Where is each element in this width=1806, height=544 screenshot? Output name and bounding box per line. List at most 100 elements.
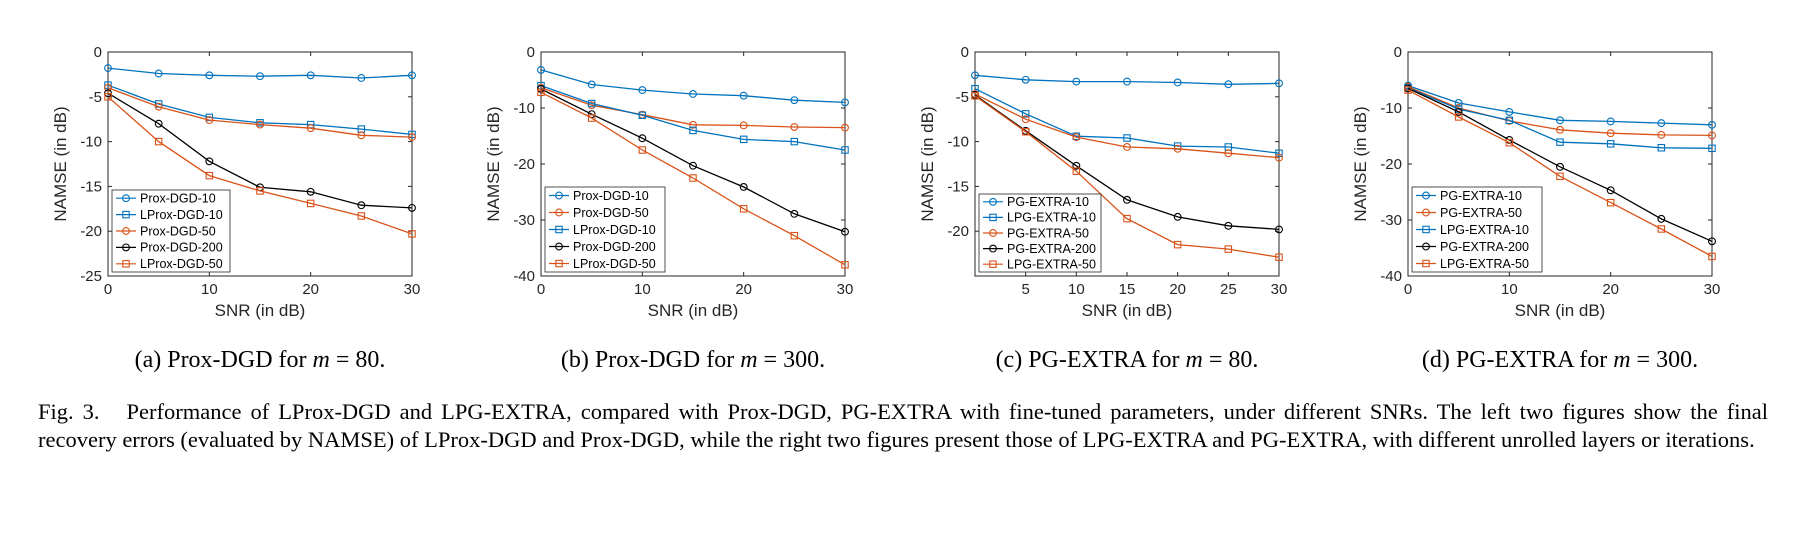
legend-marker bbox=[1422, 191, 1430, 200]
y-tick-label: -15 bbox=[947, 178, 969, 195]
x-tick-label: 5 bbox=[1021, 281, 1029, 298]
data-point bbox=[1072, 161, 1081, 170]
series-Prox-DGD-200 bbox=[537, 85, 849, 236]
data-point bbox=[638, 134, 647, 143]
y-tick-label: -10 bbox=[947, 134, 969, 151]
data-point bbox=[1173, 212, 1182, 221]
legend: Prox-DGD-10 Prox-DGD-50 LProx-DGD-10 Prox-D… bbox=[544, 186, 666, 273]
subcaption-prefix: (d) PG-EXTRA for bbox=[1422, 347, 1613, 373]
subcaption-value: = 300. bbox=[758, 347, 826, 373]
data-point bbox=[587, 114, 596, 122]
legend-marker bbox=[122, 260, 130, 268]
series-LProx-DGD-50 bbox=[537, 88, 849, 269]
data-point bbox=[1123, 134, 1131, 142]
subcaption-prefix: (c) PG-EXTRA for bbox=[996, 347, 1186, 373]
data-point bbox=[306, 124, 315, 133]
data-point bbox=[1708, 252, 1716, 261]
y-tick-label: -30 bbox=[513, 212, 535, 229]
series-line bbox=[974, 93, 1280, 159]
data-point bbox=[1556, 125, 1564, 134]
x-tick-label: 20 bbox=[1602, 281, 1619, 298]
data-point bbox=[739, 121, 748, 130]
legend-marker bbox=[1422, 242, 1430, 251]
data-point bbox=[104, 93, 112, 101]
data-point bbox=[739, 135, 748, 144]
data-point bbox=[154, 102, 163, 111]
x-axis-label: SNR (in dB) bbox=[215, 301, 306, 320]
data-point bbox=[154, 69, 163, 78]
y-tick-label: 0 bbox=[94, 44, 102, 61]
legend-marker bbox=[122, 210, 130, 219]
series-line bbox=[1407, 87, 1713, 242]
data-point bbox=[256, 120, 264, 129]
legend-marker bbox=[989, 260, 997, 268]
y-tick-label: -5 bbox=[956, 89, 969, 106]
legend-marker bbox=[989, 244, 997, 253]
legend-label: LProx-DGD-10 bbox=[140, 208, 223, 222]
data-point bbox=[1657, 214, 1666, 223]
legend-label: PG-EXTRA-200 bbox=[1440, 240, 1529, 254]
y-tick-label: 0 bbox=[961, 44, 969, 61]
data-point bbox=[587, 99, 596, 108]
data-point bbox=[306, 71, 315, 80]
data-point bbox=[638, 111, 647, 120]
legend-label: LPG-EXTRA-10 bbox=[1007, 211, 1096, 225]
y-axis-label: NAMSE (in dB) bbox=[484, 106, 503, 221]
series-line bbox=[974, 94, 1280, 231]
x-tick-label: 0 bbox=[537, 281, 545, 298]
data-point bbox=[1606, 186, 1615, 195]
x-tick-label: 0 bbox=[1404, 281, 1412, 298]
data-point bbox=[689, 174, 697, 182]
data-point bbox=[1224, 149, 1233, 158]
data-point bbox=[638, 146, 647, 154]
series-line bbox=[974, 88, 1280, 154]
legend-label: LPG-EXTRA-50 bbox=[1440, 257, 1529, 271]
subcaption-prefix: (b) Prox-DGD for bbox=[561, 347, 740, 373]
figure-caption-label: Fig. 3. bbox=[38, 399, 100, 424]
series-line bbox=[540, 88, 846, 233]
data-point bbox=[154, 137, 163, 146]
subcaption: (a) Prox-DGD for m = 80. bbox=[135, 347, 386, 373]
data-point bbox=[1275, 149, 1283, 157]
legend-marker bbox=[555, 191, 563, 200]
y-tick-label: -20 bbox=[513, 156, 535, 173]
subcaption-value: = 80. bbox=[330, 347, 386, 373]
legend-marker bbox=[555, 259, 563, 268]
data-point bbox=[1224, 221, 1233, 230]
series-LProx-DGD-10 bbox=[537, 81, 849, 154]
data-point bbox=[739, 91, 748, 100]
legend-marker bbox=[989, 229, 997, 237]
data-point bbox=[1505, 138, 1514, 147]
legend-marker bbox=[989, 197, 997, 206]
series-LProx-DGD-10 bbox=[104, 81, 416, 139]
data-point bbox=[790, 209, 799, 218]
data-point bbox=[104, 83, 112, 92]
legend-marker bbox=[122, 243, 130, 252]
x-tick-label: 30 bbox=[837, 281, 854, 298]
x-tick-label: 25 bbox=[1220, 281, 1237, 298]
x-tick-label: 10 bbox=[201, 281, 218, 298]
data-point bbox=[1173, 78, 1182, 87]
data-point bbox=[841, 146, 849, 154]
y-tick-label: -10 bbox=[513, 100, 535, 117]
data-point bbox=[1657, 144, 1666, 152]
data-point bbox=[1454, 113, 1463, 121]
data-point bbox=[587, 80, 596, 89]
data-point bbox=[256, 72, 264, 81]
chart-panel-4: 0 10 20 30 0 -10 -20 -30 -40 SNR (in dB) NAMSE (in… bbox=[1351, 44, 1720, 373]
subcaption-variable: m bbox=[1186, 347, 1203, 373]
y-tick-label: -20 bbox=[80, 223, 102, 240]
legend-marker bbox=[1422, 259, 1430, 268]
series-Prox-DGD-50 bbox=[537, 83, 849, 132]
data-point bbox=[1404, 86, 1412, 94]
y-tick-label: -10 bbox=[1380, 100, 1402, 117]
data-point bbox=[408, 130, 416, 139]
series-Prox-DGD-50 bbox=[104, 83, 416, 142]
data-point bbox=[537, 65, 545, 74]
legend-label: PG-EXTRA-10 bbox=[1007, 195, 1089, 209]
y-tick-label: -40 bbox=[1380, 268, 1402, 285]
data-point bbox=[841, 227, 849, 236]
data-point bbox=[1123, 195, 1131, 204]
data-point bbox=[841, 123, 849, 132]
